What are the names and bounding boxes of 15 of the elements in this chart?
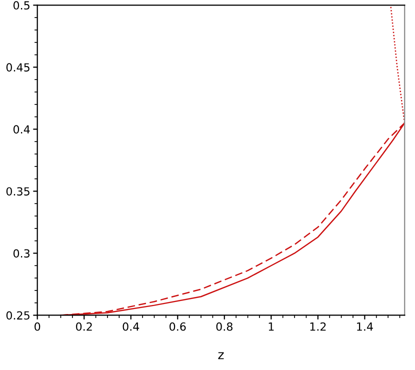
- x-tick-label: 0.2: [76, 322, 92, 331]
- x-tick-label: 1.2: [310, 322, 326, 331]
- x-tick-label: 0.8: [216, 322, 232, 331]
- x-tick-label: 0.4: [122, 322, 140, 331]
- x-axis-title: z: [218, 352, 224, 360]
- x-tick-label: 0.6: [170, 322, 186, 331]
- y-tick-label: 0.35: [6, 187, 30, 196]
- y-tick-label: 0.25: [6, 311, 30, 320]
- y-tick-label: 0.4: [13, 125, 30, 134]
- x-tick-label: 1: [268, 322, 274, 331]
- x-tick-label: 0: [34, 322, 40, 331]
- x-tick-label: 1.4: [357, 322, 373, 331]
- y-tick-label: 0.3: [13, 249, 30, 258]
- y-tick-label: 0.5: [13, 1, 30, 10]
- y-tick-label: 0.45: [6, 63, 30, 72]
